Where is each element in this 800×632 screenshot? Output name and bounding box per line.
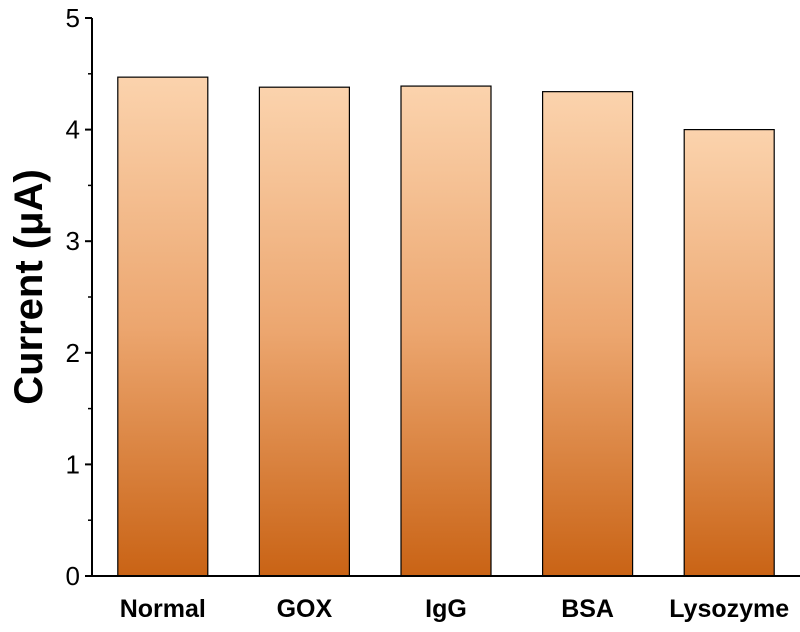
bars-group [117,76,775,577]
x-tick-label-bsa: BSA [561,595,614,623]
y-tick-label: 3 [66,226,80,256]
bar-gox [258,86,350,577]
bar-normal [117,76,209,577]
y-axis-title: Current (μA) [7,169,51,405]
x-tick-label-normal: Normal [120,595,206,623]
bar-bsa [541,91,634,577]
y-tick-label: 4 [66,115,80,145]
y-tick-label: 5 [66,3,80,33]
bar-lysozyme [683,129,775,577]
y-tick-label: 1 [66,449,80,479]
y-ticks-group: 0 1 2 3 4 5 [66,3,92,591]
x-tick-label-igg: IgG [425,595,467,623]
x-tick-label-lysozyme: Lysozyme [669,595,789,623]
y-tick-label: 0 [66,561,80,591]
bar-igg [400,85,492,577]
x-labels-group: Normal GOX IgG BSA Lysozyme [120,595,790,623]
y-tick-label: 2 [66,338,80,368]
x-tick-label-gox: GOX [277,595,333,623]
